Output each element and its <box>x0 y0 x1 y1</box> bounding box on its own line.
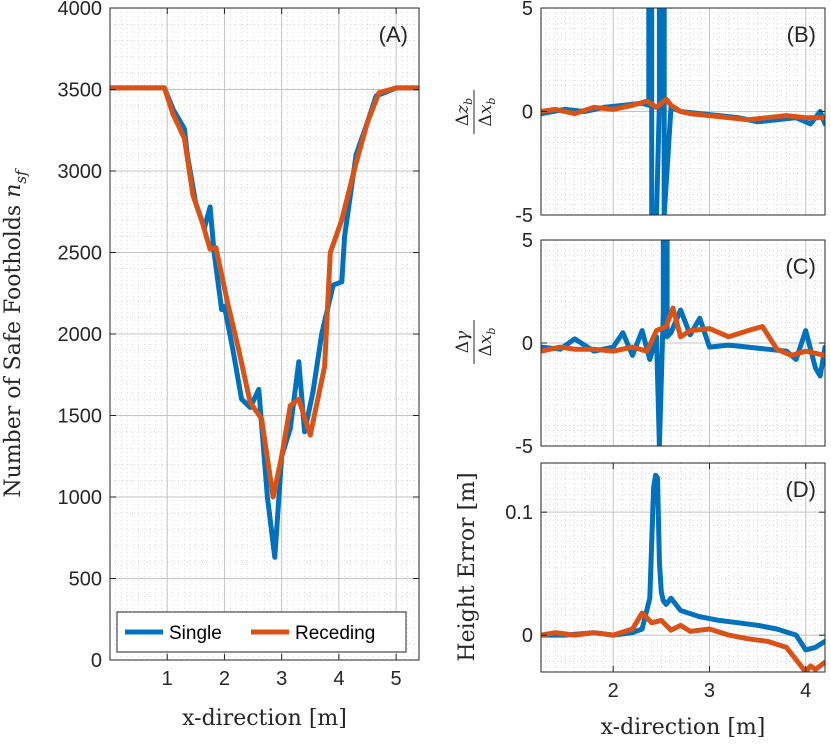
x-tick-label: 1 <box>162 668 173 690</box>
y-tick-label: 0.1 <box>505 502 533 524</box>
legend-label: Single <box>169 623 222 644</box>
y-tick-label: 500 <box>69 569 102 591</box>
series-line-receding <box>110 85 419 500</box>
minor-grid <box>541 463 825 672</box>
x-tick-label: 3 <box>704 680 715 702</box>
panel-label: (A) <box>379 22 408 47</box>
x-tick-label: 5 <box>391 668 402 690</box>
axes-frame <box>540 462 826 673</box>
ticks: -5 0 5 <box>515 0 825 227</box>
y-tick-label: 2000 <box>58 324 103 346</box>
y-axis-label: Number of Safe Footholds nsf <box>1 168 30 498</box>
x-tick-label: 2 <box>608 680 619 702</box>
svg-text:Δzb: Δzb <box>453 98 475 126</box>
ticks: -5 0 5 <box>515 230 825 458</box>
series-line-receding <box>541 610 825 672</box>
y-tick-label: -5 <box>515 205 533 227</box>
y-tick-label: 4000 <box>58 0 103 20</box>
panel-A: 0 500 1000 1500 2000 2500 3000 3500 4000 1 2 3 4 5 (A)… <box>58 0 420 731</box>
series-group <box>110 85 419 560</box>
y-tick-label: 0 <box>522 102 533 124</box>
x-tick-label: 4 <box>333 668 344 690</box>
y-tick-label: -5 <box>515 436 533 458</box>
svg-text:Δxb: Δxb <box>476 328 498 357</box>
series-group <box>541 472 825 672</box>
x-axis-label: x-direction [m] <box>601 715 766 740</box>
y-tick-label: 3500 <box>58 80 103 102</box>
x-axis-label: x-direction [m] <box>182 706 347 731</box>
x-tick-label: 3 <box>276 668 287 690</box>
series-line-single <box>541 472 825 653</box>
y-axis-label: Height Error [m] <box>455 472 480 661</box>
panel-label: (C) <box>785 254 816 279</box>
x-tick-label: 2 <box>219 668 230 690</box>
panel-C: -5 0 5 (C) <box>515 230 826 458</box>
y-tick-label: 0 <box>522 625 533 647</box>
y-axis-symbol: n <box>1 184 26 198</box>
y-tick-label: 1500 <box>58 406 103 428</box>
series-line-receding <box>541 96 825 123</box>
svg-text:Δxb: Δxb <box>476 98 498 127</box>
ticks: 0 0.1 2 3 4 <box>505 463 825 702</box>
series-line-receding <box>541 305 825 358</box>
panel-label: (D) <box>785 477 816 502</box>
panel-label: (B) <box>787 22 816 47</box>
y-tick-label: 1000 <box>58 487 103 509</box>
x-tick-label: 4 <box>800 680 811 702</box>
svg-text:Δγ: Δγ <box>453 330 473 353</box>
series-line-single <box>110 85 419 560</box>
legend: Single Receding <box>116 611 407 653</box>
y-tick-label: 3000 <box>58 161 103 183</box>
y-tick-label: 5 <box>522 0 533 20</box>
legend-label: Receding <box>295 623 375 644</box>
panel-B: -5 0 5 (B) <box>515 0 826 227</box>
ticks: 0 500 1000 1500 2000 2500 3000 3500 4000 1 2 3 4 5 <box>58 0 419 690</box>
y-tick-label: 5 <box>522 230 533 252</box>
y-tick-label: 2500 <box>58 243 103 265</box>
series-group <box>541 240 825 446</box>
y-tick-label: 0 <box>91 650 102 672</box>
panel-D: 0 0.1 2 3 4 (D) x-direction [m] <box>505 462 826 740</box>
y-tick-label: 0 <box>522 333 533 355</box>
major-grid <box>541 463 825 672</box>
series-group <box>541 8 825 215</box>
